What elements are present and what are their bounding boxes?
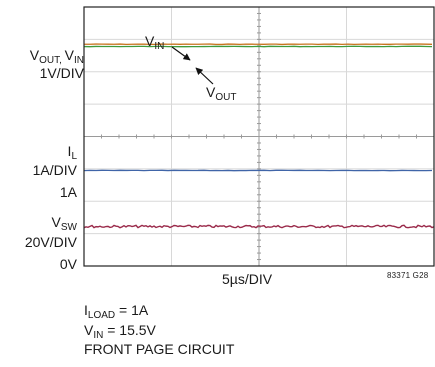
channel-label-il: IL bbox=[67, 143, 77, 162]
plot-frame bbox=[83, 6, 435, 267]
condition-iload: ILOAD = 1A bbox=[84, 302, 149, 321]
arrow-vout bbox=[195, 67, 214, 85]
channel-zero-switch: 0V bbox=[59, 256, 77, 272]
plot-traces bbox=[83, 43, 435, 229]
annotation-vout: VOUT bbox=[206, 84, 237, 103]
channel-label-vout-vin: VOUT, VIN bbox=[29, 47, 84, 66]
arrow-vin bbox=[171, 46, 191, 61]
channel-label-vsw: VSW bbox=[51, 214, 77, 233]
figure-id: 83371 G28 bbox=[387, 271, 429, 280]
channel-level-current: 1A bbox=[59, 184, 77, 200]
annotation-arrows bbox=[171, 46, 214, 85]
plot-grid bbox=[83, 6, 435, 267]
channel-scale-switch: 20V/DIV bbox=[24, 234, 77, 250]
x-axis-label: 5µs/DIV bbox=[222, 271, 273, 287]
annotation-vin: VIN bbox=[145, 33, 165, 52]
condition-circuit: FRONT PAGE CIRCUIT bbox=[84, 341, 235, 357]
channel-scale-voltage: 1V/DIV bbox=[39, 65, 84, 81]
trace-vsw bbox=[83, 224, 435, 229]
condition-vin: VIN = 15.5V bbox=[84, 322, 156, 341]
channel-scale-current: 1A/DIV bbox=[32, 162, 77, 178]
